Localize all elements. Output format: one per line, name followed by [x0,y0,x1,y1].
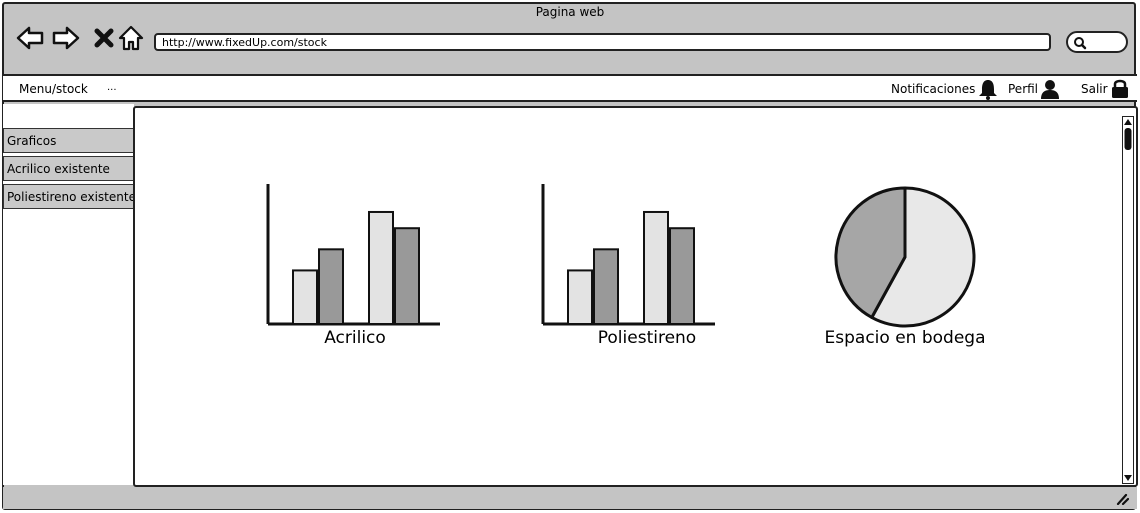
sidebar-item-label: Graficos [7,134,57,148]
scroll-down-icon[interactable] [1124,475,1132,481]
bar [669,227,695,326]
sidebar-item-poliestireno-existente[interactable]: Poliestireno existente [3,184,136,209]
status-bar [3,487,1137,509]
sidebar-item-label: Poliestireno existente [7,190,136,204]
main-content: Acrilico Poliestireno Espacio en bodega [133,106,1138,487]
chart-poliestireno [541,184,715,326]
pie-slice [834,186,907,319]
breadcrumb-ellipsis: ... [107,82,117,93]
sidebar: Graficos Acrilico existente Poliestireno… [3,104,136,485]
scroll-up-icon[interactable] [1124,119,1132,125]
logout-link[interactable]: Salir [1081,82,1108,96]
url-bar[interactable]: http://www.fixedUp.com/stock [154,33,1051,51]
bell-icon[interactable] [977,78,999,100]
vertical-scrollbar[interactable] [1122,116,1134,484]
resize-grip-icon[interactable] [1115,491,1129,505]
back-arrow-icon[interactable] [16,24,44,52]
breadcrumb[interactable]: Menu/stock [19,82,88,96]
scroll-thumb[interactable] [1124,128,1132,150]
close-icon[interactable] [90,24,118,52]
lock-icon[interactable] [1111,78,1129,98]
chart-title-poliestireno: Poliestireno [597,328,697,348]
search-icon[interactable] [1073,36,1087,50]
chart-espacio-en-bodega [834,186,976,328]
bar [292,269,318,325]
bar [394,227,420,326]
top-menu-bar: Menu/stock ... Notificaciones Perfil Sal… [3,74,1137,102]
notifications-link[interactable]: Notificaciones [891,82,976,96]
chart-title-espacio-en-bodega: Espacio en bodega [824,328,986,348]
search-box[interactable] [1066,31,1128,53]
bar [593,248,619,325]
chart-acrilico [266,184,440,326]
window-title: Pagina web [535,5,605,19]
profile-link[interactable]: Perfil [1008,82,1039,96]
bar [318,248,344,325]
forward-arrow-icon[interactable] [52,24,80,52]
user-icon[interactable] [1040,79,1060,99]
bar [567,269,593,325]
bar [643,210,669,325]
sidebar-item-acrilico-existente[interactable]: Acrilico existente [3,156,136,181]
sidebar-item-graficos[interactable]: Graficos [3,128,136,153]
home-icon[interactable] [117,24,145,52]
chart-title-acrilico: Acrilico [324,328,386,348]
url-text: http://www.fixedUp.com/stock [162,36,327,49]
pie-slice [870,186,976,328]
sidebar-item-label: Acrilico existente [7,162,110,176]
bar [368,210,394,325]
